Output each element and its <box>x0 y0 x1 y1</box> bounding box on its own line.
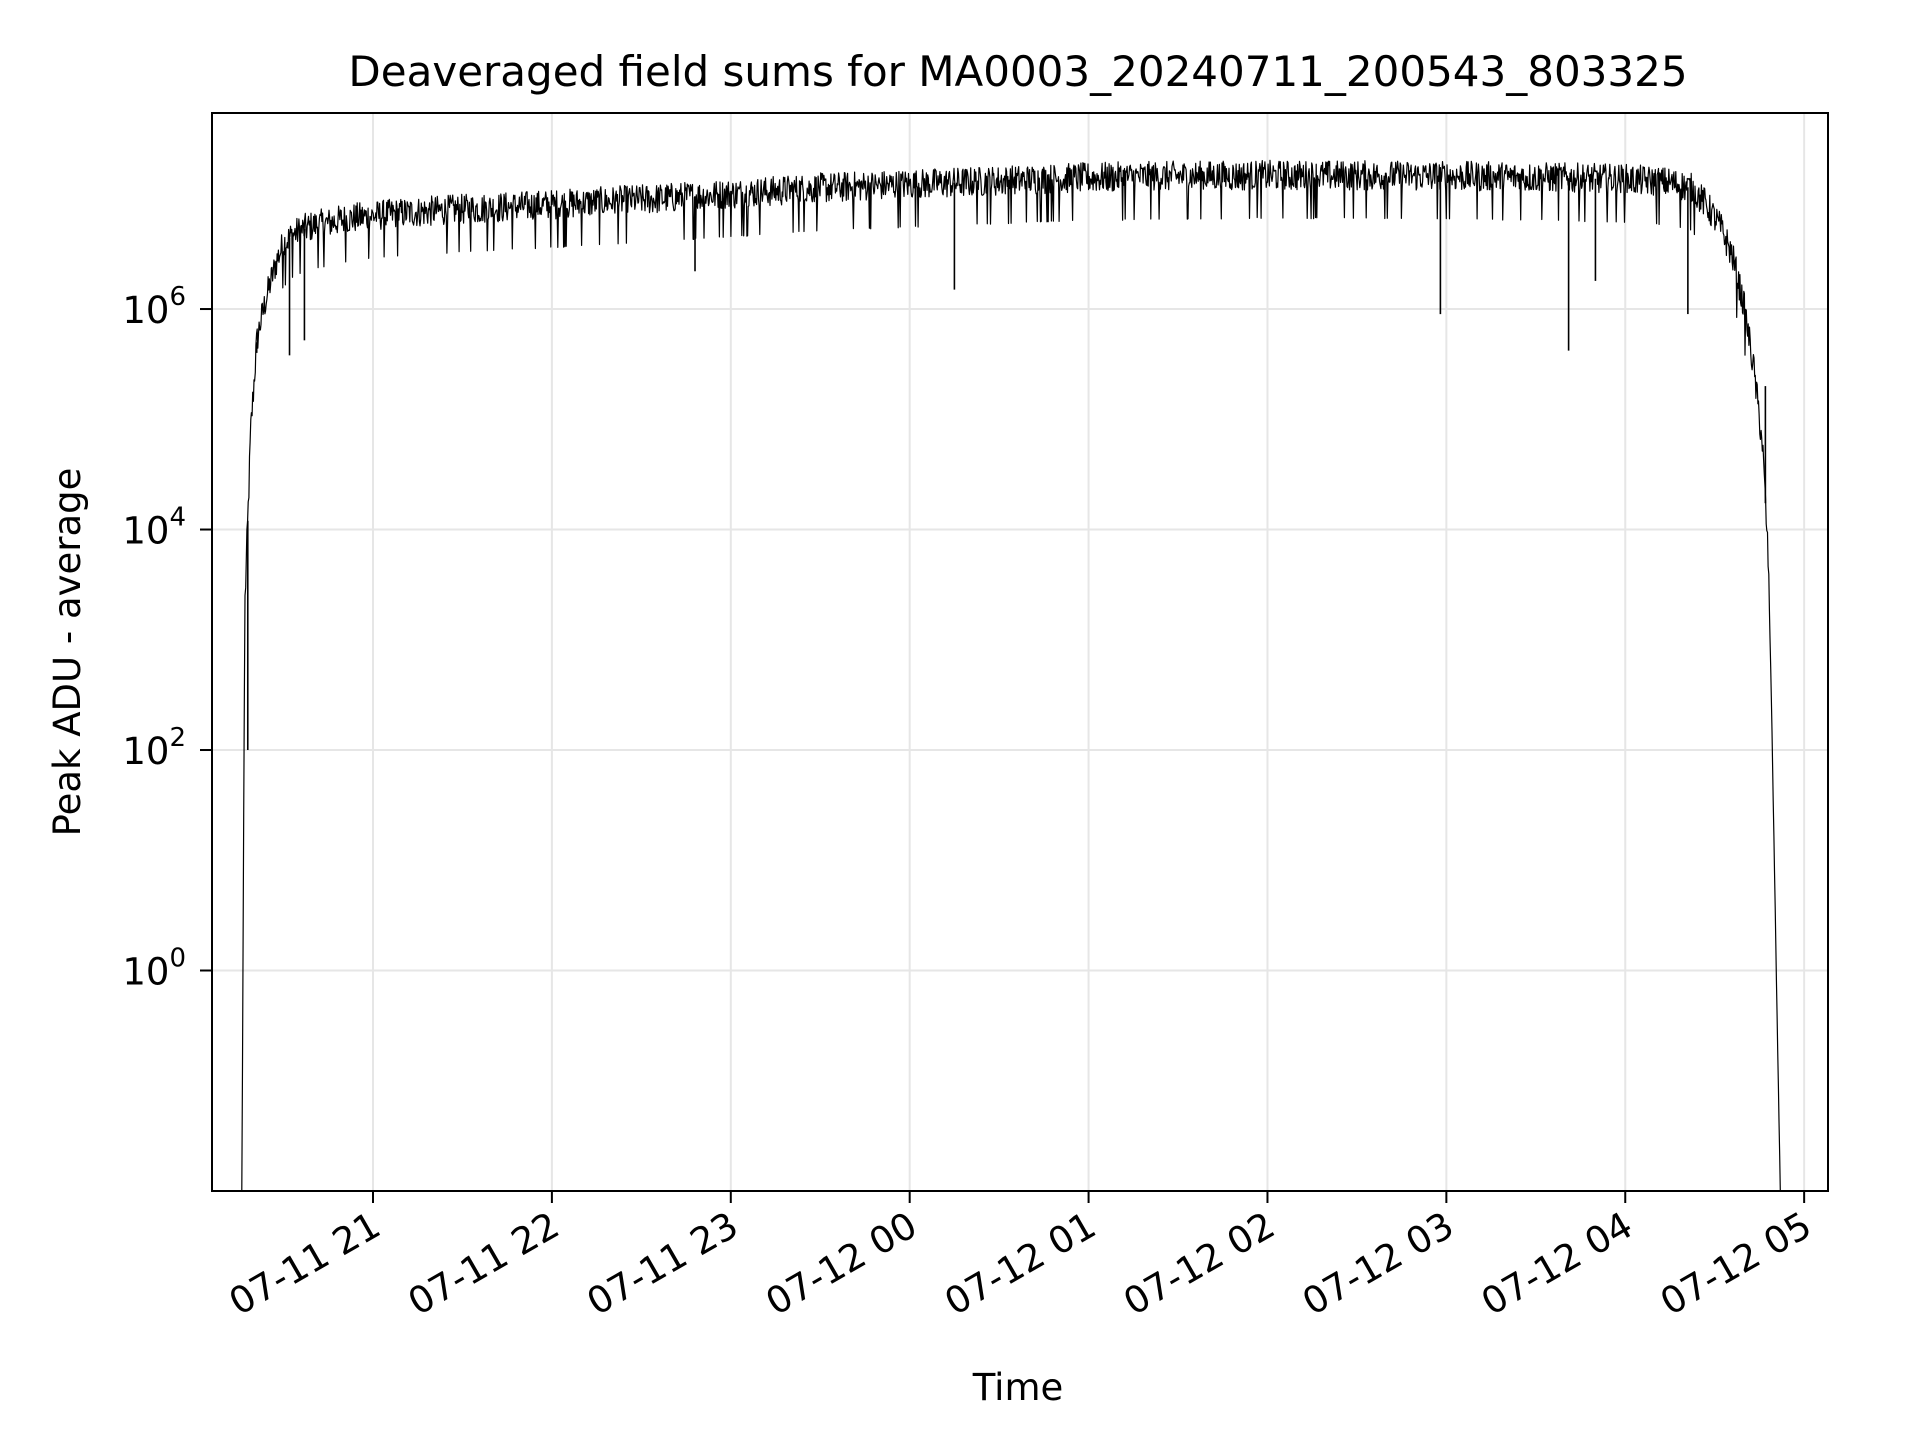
x-tick-label: 07-12 01 <box>938 1204 1104 1324</box>
grid <box>212 113 1828 1191</box>
x-tick-label: 07-12 05 <box>1653 1204 1819 1324</box>
y-tick-exponent: 6 <box>169 282 186 312</box>
y-tick-base: 10 <box>122 289 169 332</box>
y-tick-base: 10 <box>122 730 169 773</box>
y-tick-label: 102 <box>122 723 186 773</box>
x-axis: 07-11 21 07-11 22 07-11 23 07-12 00 07-12 01… <box>222 1191 1819 1324</box>
y-tick-base: 10 <box>122 510 169 553</box>
series-line <box>241 159 1781 1192</box>
series-layer <box>241 159 1781 1192</box>
x-tick-label: 07-12 02 <box>1116 1204 1282 1324</box>
plot-area-frame <box>211 112 1829 1192</box>
y-tick-base: 10 <box>122 951 169 994</box>
y-tick-label: 100 <box>122 944 186 994</box>
y-tick-label: 104 <box>122 503 186 553</box>
y-tick-exponent: 2 <box>169 723 186 753</box>
x-axis-label: Time <box>972 1366 1064 1409</box>
x-tick-label: 07-12 03 <box>1295 1204 1461 1324</box>
y-axis-label: Peak ADU - average <box>46 468 89 837</box>
chart-title: Deaveraged field sums for MA0003_2024071… <box>348 47 1687 96</box>
x-tick-label: 07-12 00 <box>759 1204 925 1324</box>
x-tick-label: 07-11 21 <box>222 1204 388 1324</box>
y-tick-exponent: 4 <box>169 503 186 533</box>
y-tick-label: 106 <box>122 282 186 332</box>
y-tick-exponent: 0 <box>169 944 186 974</box>
x-tick-label: 07-11 23 <box>580 1204 746 1324</box>
x-tick-label: 07-12 04 <box>1474 1204 1640 1324</box>
x-tick-label: 07-11 22 <box>401 1204 567 1324</box>
